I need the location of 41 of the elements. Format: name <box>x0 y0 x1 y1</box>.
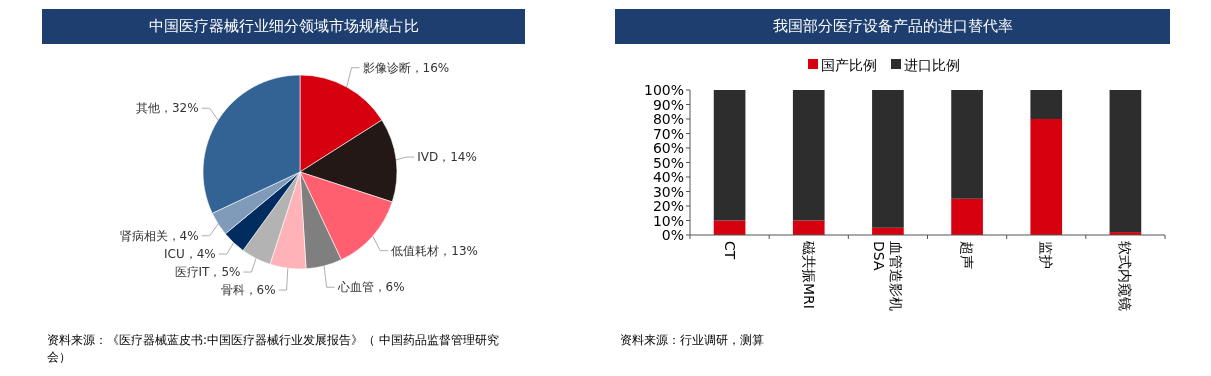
bar <box>792 220 825 235</box>
slice-label: 骨科，6% <box>220 283 276 298</box>
slice-label: 肾病相关，4% <box>119 228 199 243</box>
slice-label: ICU，4% <box>164 247 216 262</box>
x-tick-label: 软式内窥镜 <box>1117 241 1134 311</box>
y-tick-label: 30% <box>652 183 684 200</box>
bar <box>1109 90 1142 233</box>
bar <box>1030 90 1063 119</box>
text: 资料来源：《医疗器械蓝皮书:中国医疗器械行业发展报告》（ 中国药品监督管理研究会） <box>47 332 500 366</box>
bar <box>713 90 746 221</box>
bar <box>951 90 983 199</box>
y-tick-label: 50% <box>652 154 684 171</box>
legend-label: 国产比例 <box>821 57 877 73</box>
bar <box>792 90 825 221</box>
y-tick-label: 100% <box>643 82 684 98</box>
text: 资料来源：行业调研，测算 <box>620 332 765 349</box>
bar <box>872 90 904 228</box>
slice-label: 医疗IT，5% <box>174 265 241 280</box>
slice-label: 影像诊断，16% <box>362 60 450 75</box>
x-tick-label: CT <box>721 241 738 260</box>
y-tick-label: 0% <box>661 227 684 243</box>
legend-label: 进口比例 <box>904 57 960 73</box>
chart-title: 中国医疗器械行业细分领域市场规模占比 <box>42 9 525 44</box>
x-tick-label: 监护 <box>1038 241 1055 269</box>
y-tick-label: 60% <box>652 140 684 156</box>
x-tick-label: 血管造影机 DSA <box>871 241 905 311</box>
bar <box>951 198 983 235</box>
y-tick-label: 90% <box>652 96 684 113</box>
slice-label: 低值耗材，13% <box>391 243 478 258</box>
y-tick-label: 20% <box>652 198 684 214</box>
slice-label: IVD，14% <box>417 150 477 165</box>
x-tick-label: 超声 <box>959 241 976 269</box>
y-tick-label: 10% <box>652 212 684 229</box>
slice-label: 其他，32% <box>135 101 199 116</box>
slice-label: 心血管，6% <box>336 280 405 295</box>
y-tick-label: 40% <box>652 169 684 185</box>
x-tick-label: 磁共振MRI <box>800 240 817 309</box>
y-tick-label: 80% <box>652 111 684 127</box>
bar <box>1030 119 1063 235</box>
y-tick-label: 70% <box>652 125 684 142</box>
chart-title: 我国部分医疗设备产品的进口替代率 <box>615 9 1170 44</box>
